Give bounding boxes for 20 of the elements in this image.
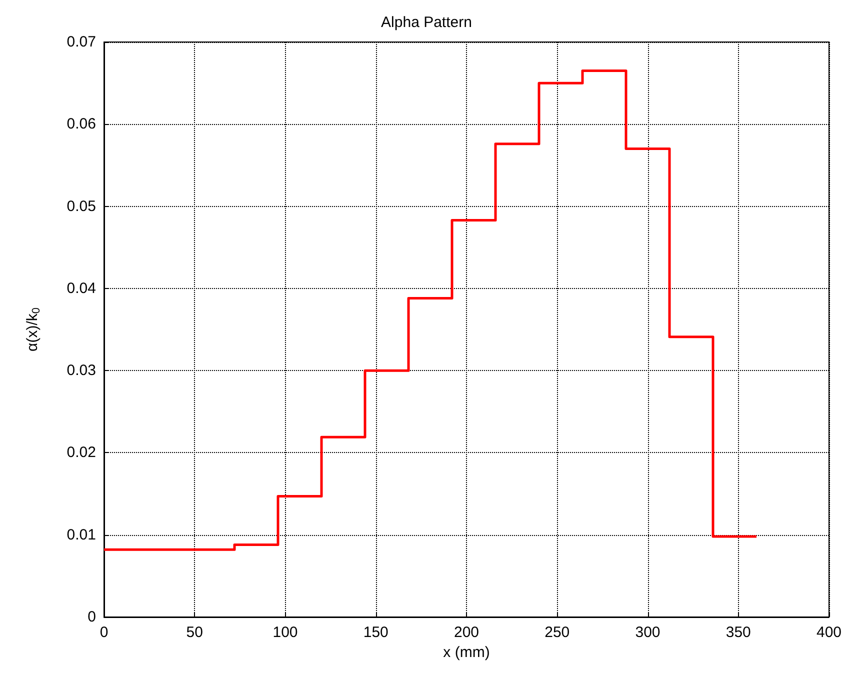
x-tick-label: 400: [816, 624, 842, 641]
x-tick-label: 0: [100, 624, 108, 641]
x-tick-label: 250: [544, 624, 570, 641]
y-tick-label: 0: [88, 608, 96, 626]
y-tick-label: 0.06: [66, 116, 96, 133]
x-tick-label: 50: [186, 624, 203, 641]
y-tick-label: 0.01: [66, 526, 96, 544]
y-tick-label: 0.02: [66, 444, 96, 462]
x-tick-label: 300: [635, 624, 660, 641]
y-axis-title: α(x)/k0: [24, 308, 42, 352]
x-tick-label: 200: [454, 624, 480, 641]
y-tick-label: 0.07: [66, 34, 96, 50]
y-tick-label: 0.03: [66, 362, 96, 380]
x-tick-label: 350: [726, 624, 751, 641]
x-tick-label: 100: [272, 624, 298, 641]
x-axis-title: x (mm): [443, 644, 490, 661]
x-tick-label: 150: [363, 624, 388, 641]
y-tick-label: 0.04: [66, 280, 96, 297]
chart-title: Alpha Pattern: [381, 14, 472, 31]
y-tick-label: 0.05: [66, 198, 96, 215]
